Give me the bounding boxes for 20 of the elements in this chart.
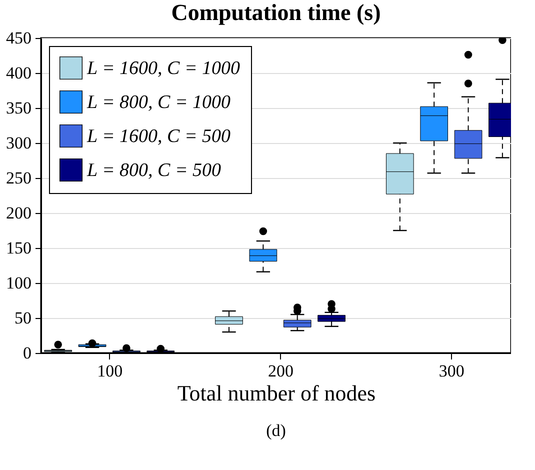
x-tick-label: 200 — [268, 362, 294, 380]
x-tick-label: 100 — [97, 362, 123, 380]
legend-label: L = 800, C = 1000 — [86, 92, 232, 113]
y-tick-label: 450 — [6, 28, 32, 48]
y-tick-label: 350 — [6, 98, 32, 118]
y-tick-label: 150 — [6, 238, 32, 258]
chart-title: Computation time (s) — [171, 0, 381, 25]
legend-label: L = 1600, C = 500 — [86, 126, 232, 147]
y-tick-label: 300 — [6, 134, 32, 152]
y-tick-label: 200 — [6, 204, 32, 222]
y-tick-label: 50 — [14, 308, 32, 328]
x-axis-title: Total number of nodes — [177, 380, 376, 406]
y-tick-label: 400 — [6, 64, 32, 82]
x-tick-label: 300 — [438, 362, 464, 380]
y-tick-label: 0 — [23, 344, 32, 362]
legend-label: L = 800, C = 500 — [86, 160, 222, 181]
text: (d) — [266, 421, 286, 440]
y-tick-label: 100 — [6, 274, 32, 292]
legend-label: L = 1600, C = 1000 — [86, 58, 241, 79]
y-tick-label: 250 — [6, 168, 32, 188]
